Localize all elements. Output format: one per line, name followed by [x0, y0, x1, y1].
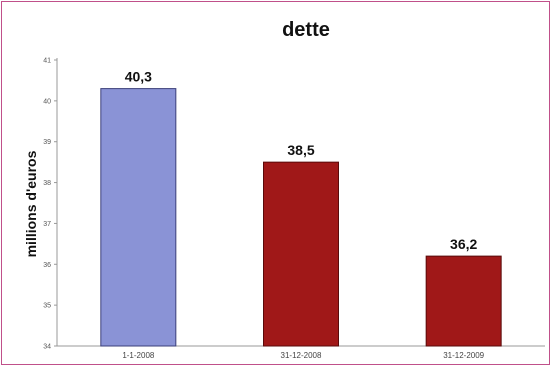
- y-tick-label-7: 41: [43, 58, 51, 65]
- bar-value-label-1: 38,5: [287, 142, 314, 158]
- y-tick-label-3: 37: [43, 221, 51, 228]
- bar-2: [425, 255, 502, 347]
- y-tick-label-4: 38: [43, 180, 51, 187]
- bar-0: [100, 88, 177, 347]
- bar-value-label-2: 36,2: [450, 236, 477, 252]
- y-tick-label-0: 34: [43, 344, 51, 351]
- y-axis-label: millions d'euros: [23, 150, 39, 257]
- y-tick-label-5: 39: [43, 139, 51, 146]
- bar-value-label-0: 40,3: [125, 69, 152, 85]
- chart-title: dette: [282, 19, 330, 41]
- x-tick-label-2: 31-12-2009: [443, 351, 484, 360]
- y-tick-label-2: 36: [43, 262, 51, 269]
- x-tick-label-0: 1-1-2008: [122, 351, 155, 360]
- y-tick-label-1: 35: [43, 303, 51, 310]
- bar-1: [263, 161, 339, 347]
- x-tick-label-1: 31-12-2008: [281, 351, 322, 360]
- y-tick-label-6: 40: [43, 98, 51, 105]
